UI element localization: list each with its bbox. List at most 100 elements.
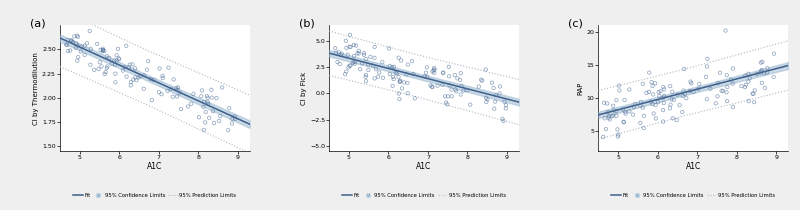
Point (768, 52, 781, 55)
Legend: Fit, 95% Confidence Limits, 95% Prediction Limits: Fit, 95% Confidence Limits, 95% Predicti… (342, 192, 506, 199)
Point (653, 94, 666, 98)
Point (332, 50, 345, 54)
Point (95, 65, 108, 68)
Point (202, 100, 214, 104)
Point (735, 84, 748, 88)
Point (623, 110, 636, 113)
Point (488, 107, 501, 110)
Y-axis label: RAP: RAP (578, 81, 583, 95)
Point (185, 102, 198, 105)
Point (607, 109, 620, 112)
Point (138, 87, 150, 91)
Point (610, 114, 622, 117)
Point (72, 55, 85, 59)
Point (646, 93, 659, 96)
Point (129, 67, 142, 70)
Point (97, 47, 110, 50)
Point (144, 77, 157, 81)
Point (601, 102, 614, 105)
Point (756, 68, 769, 72)
Point (109, 81, 122, 84)
Point (678, 92, 691, 96)
Text: (a): (a) (30, 19, 46, 29)
Point (156, 74, 169, 77)
Point (171, 88, 184, 91)
Point (739, 74, 752, 77)
Point (683, 89, 696, 93)
Point (216, 86, 229, 89)
Point (126, 78, 139, 81)
Point (610, 109, 622, 113)
Point (597, 135, 610, 139)
Point (84, 47, 97, 50)
Point (603, 118, 616, 121)
Point (386, 84, 399, 88)
Point (599, 127, 612, 131)
Point (684, 80, 697, 83)
Point (693, 82, 706, 86)
Point (71, 44, 84, 47)
Point (442, 95, 454, 98)
Point (97, 48, 110, 52)
Point (96, 50, 109, 53)
Point (360, 58, 373, 61)
Point (677, 89, 690, 92)
Point (726, 67, 739, 70)
Point (761, 71, 774, 74)
Point (640, 91, 653, 94)
Point (348, 54, 361, 58)
X-axis label: A1C: A1C (416, 163, 432, 171)
Point (120, 75, 133, 78)
Point (394, 80, 406, 83)
Point (92, 67, 105, 71)
Point (649, 82, 662, 85)
Point (671, 93, 684, 96)
Point (667, 98, 680, 101)
Point (61, 43, 74, 47)
Point (645, 80, 658, 84)
Point (618, 121, 630, 124)
Point (70, 34, 83, 37)
Point (448, 73, 461, 77)
Point (97, 48, 110, 52)
Point (715, 89, 728, 92)
Point (68, 35, 81, 38)
Point (646, 102, 659, 106)
Point (714, 71, 726, 74)
Point (446, 94, 458, 98)
Point (613, 84, 626, 87)
Point (666, 90, 678, 93)
Point (665, 98, 678, 101)
Point (673, 104, 686, 107)
Point (70, 46, 82, 49)
Point (606, 104, 619, 108)
Point (428, 71, 441, 74)
Point (368, 45, 381, 49)
Point (78, 53, 91, 56)
Point (701, 57, 714, 60)
Point (464, 103, 477, 106)
Point (113, 58, 126, 61)
Point (645, 100, 658, 103)
Point (348, 60, 361, 64)
Point (431, 84, 444, 87)
Point (616, 108, 629, 111)
Point (122, 66, 135, 69)
Point (146, 98, 158, 102)
Point (353, 49, 366, 52)
Point (389, 71, 402, 75)
Point (165, 87, 178, 91)
Point (392, 92, 405, 95)
Point (223, 106, 236, 110)
Point (195, 89, 208, 92)
Point (358, 53, 370, 56)
Point (619, 112, 632, 115)
Point (352, 52, 365, 55)
Point (362, 63, 374, 66)
Point (754, 61, 767, 64)
Point (499, 107, 512, 110)
Point (441, 103, 454, 106)
Point (94, 60, 106, 64)
Point (340, 46, 353, 50)
Point (101, 54, 114, 58)
